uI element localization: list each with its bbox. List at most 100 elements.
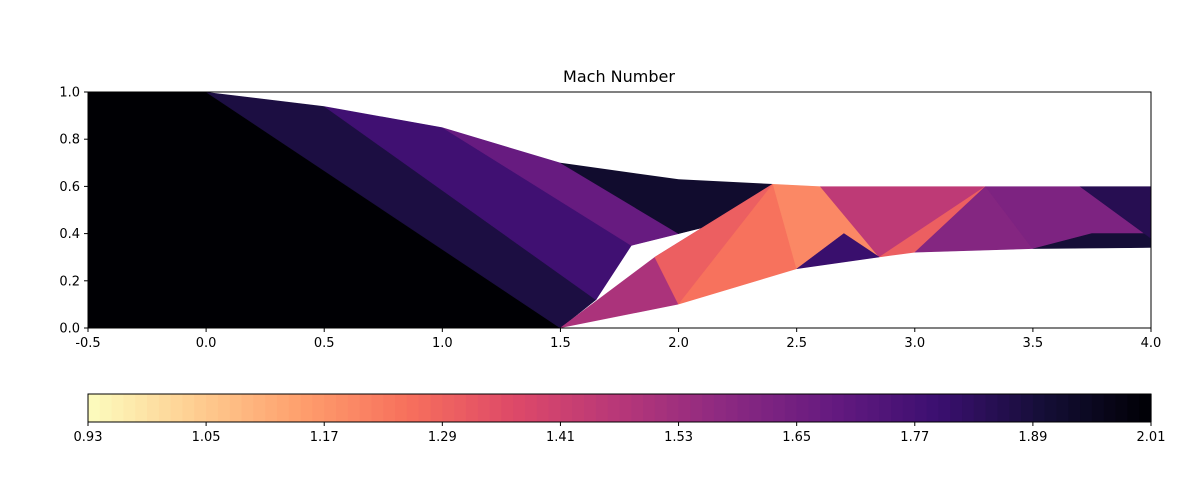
x-tick-label: 2.0	[668, 336, 689, 351]
colorbar-segment	[867, 394, 880, 422]
plot-frame	[87, 91, 1152, 329]
colorbar-segment	[111, 394, 125, 422]
colorbar-segment	[761, 394, 774, 422]
colorbar-segment	[572, 394, 585, 422]
colorbar-segment	[288, 394, 302, 422]
colorbar-segment	[324, 394, 337, 422]
colorbar	[88, 394, 1152, 422]
colorbar-segment	[891, 394, 904, 422]
colorbar-segment	[607, 394, 621, 422]
colorbar-segment	[962, 394, 975, 422]
chart-title: Mach Number	[563, 67, 675, 86]
colorbar-segment	[584, 394, 597, 422]
colorbar-segment	[820, 394, 833, 422]
colorbar-segment	[1091, 394, 1105, 422]
colorbar-segment	[477, 394, 491, 422]
colorbar-segment	[359, 394, 373, 422]
colorbar-segment	[690, 394, 703, 422]
colorbar-segment	[808, 394, 821, 422]
colorbar-segment	[501, 394, 514, 422]
colorbar-segment	[241, 394, 254, 422]
y-tick-label: 0.8	[59, 133, 80, 148]
x-axis: -0.5 0.0 0.5 1.0 1.5 2.0 2.5 3.0 3.5 4.0	[75, 328, 1161, 351]
colorbar-segment	[276, 394, 290, 422]
x-tick-label: 0.5	[314, 336, 335, 351]
x-tick-label: 1.5	[550, 336, 571, 351]
y-tick-label: 0.2	[59, 274, 80, 289]
colorbar-segment	[371, 394, 384, 422]
colorbar-segment	[406, 394, 420, 422]
y-tick-label: 0.4	[59, 227, 80, 242]
colorbar-tick-label: 1.17	[310, 430, 339, 445]
x-tick-label: -0.5	[75, 336, 100, 351]
colorbar-segment	[123, 394, 136, 422]
colorbar-tick-label: 1.89	[1018, 430, 1047, 445]
colorbar-segment	[99, 394, 113, 422]
colorbar-segment	[253, 394, 266, 422]
colorbar-segment	[702, 394, 715, 422]
colorbar-segment	[725, 394, 739, 422]
colorbar-segment	[1080, 394, 1093, 422]
colorbar-segment	[383, 394, 396, 422]
colorbar-segment	[442, 394, 455, 422]
colorbar-segment	[548, 394, 562, 422]
colorbar-segment	[950, 394, 963, 422]
colorbar-segment	[170, 394, 184, 422]
colorbar-segment	[147, 394, 160, 422]
x-tick-label: 4.0	[1141, 336, 1162, 351]
colorbar-segment	[454, 394, 467, 422]
colorbar-segment	[643, 394, 656, 422]
colorbar-segment	[914, 394, 928, 422]
colorbar-segment	[713, 394, 727, 422]
colorbar-segment	[206, 394, 219, 422]
colorbar-segment	[135, 394, 148, 422]
x-tick-label: 3.5	[1023, 336, 1044, 351]
colorbar-segment	[796, 394, 810, 422]
colorbar-segment	[418, 394, 432, 422]
colorbar-segment	[902, 394, 916, 422]
colorbar-segment	[619, 394, 632, 422]
colorbar-segment	[1127, 394, 1140, 422]
colorbar-segment	[1009, 394, 1022, 422]
colorbar-segment	[1115, 394, 1128, 422]
colorbar-segment	[395, 394, 408, 422]
colorbar-segment	[595, 394, 609, 422]
x-tick-label: 1.0	[432, 336, 453, 351]
colorbar-segment	[1032, 394, 1046, 422]
colorbar-segment	[229, 394, 243, 422]
y-tick-label: 0.6	[59, 180, 80, 195]
mach-region-0	[88, 92, 561, 328]
colorbar-segment	[465, 394, 479, 422]
colorbar-segment	[88, 394, 101, 422]
upper-wall-mask	[88, 92, 1151, 187]
x-tick-label: 0.0	[196, 336, 217, 351]
colorbar-tick-label: 1.29	[428, 430, 457, 445]
colorbar-segment	[182, 394, 195, 422]
colorbar-tick-label: 1.05	[192, 430, 221, 445]
colorbar-segment	[749, 394, 762, 422]
colorbar-segment	[217, 394, 231, 422]
colorbar-segment	[997, 394, 1010, 422]
colorbar-segment	[265, 394, 278, 422]
colorbar-segment	[832, 394, 845, 422]
y-axis: 0.0 0.2 0.4 0.6 0.8 1.0	[59, 86, 88, 337]
colorbar-segment	[560, 394, 573, 422]
colorbar-tick-label: 0.93	[74, 430, 103, 445]
colorbar-segment	[879, 394, 892, 422]
colorbar-segment	[525, 394, 538, 422]
colorbar-segment	[1056, 394, 1069, 422]
colorbar-segment	[430, 394, 443, 422]
y-tick-label: 0.0	[59, 322, 80, 337]
colorbar-segment	[631, 394, 644, 422]
colorbar-segment	[855, 394, 869, 422]
colorbar-segment	[938, 394, 951, 422]
colorbar-segment	[312, 394, 325, 422]
colorbar-segment	[1103, 394, 1117, 422]
plot-area	[88, 92, 1151, 328]
colorbar-tick-label: 1.53	[664, 430, 693, 445]
colorbar-segment	[926, 394, 939, 422]
colorbar-segment	[347, 394, 361, 422]
colorbar-segment	[513, 394, 526, 422]
x-tick-label: 3.0	[904, 336, 925, 351]
